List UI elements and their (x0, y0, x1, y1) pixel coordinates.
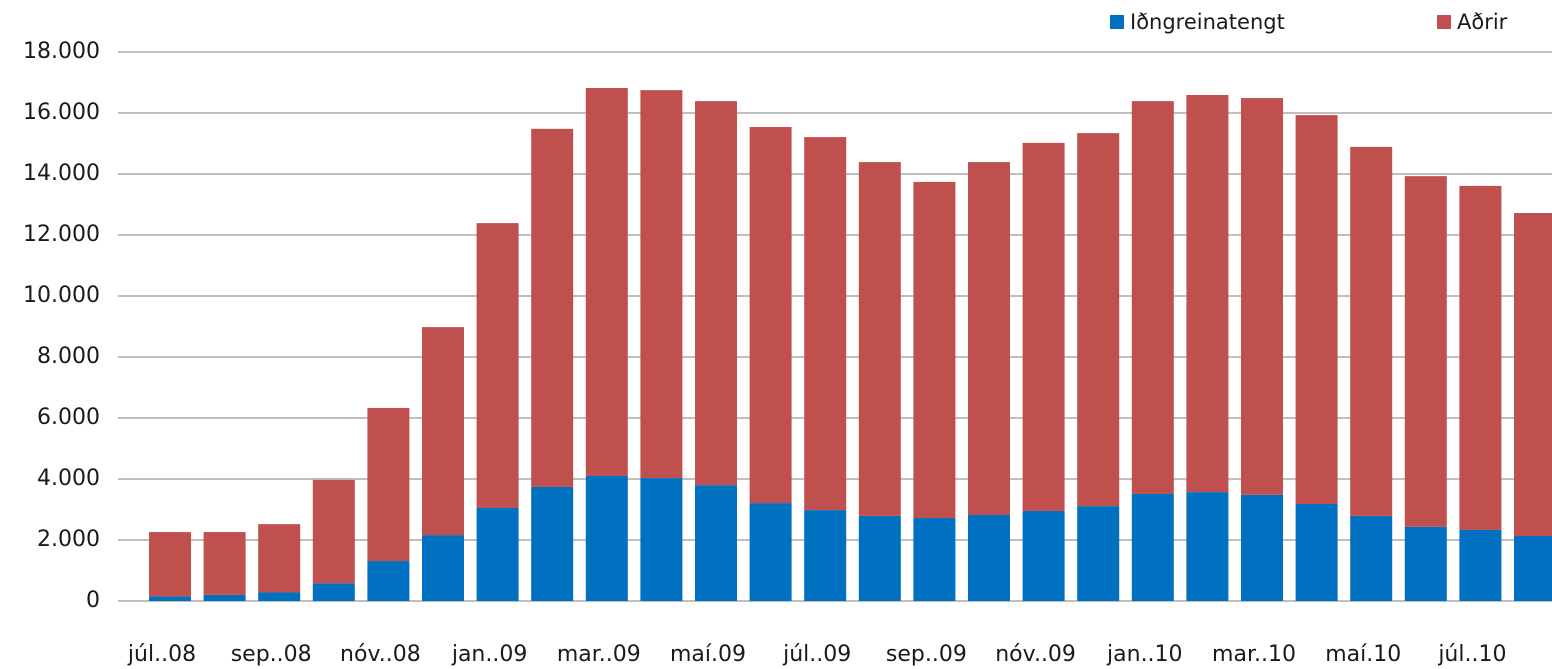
bar-segment (1350, 146, 1393, 516)
bar-segment (858, 515, 901, 601)
x-tick-label: júl..08 (127, 642, 196, 667)
bar-segment (1514, 536, 1552, 601)
y-tick-label: 12.000 (23, 222, 100, 247)
y-tick-label: 4.000 (37, 466, 100, 491)
y-tick-label: 0 (86, 588, 100, 613)
bar-segment (531, 486, 574, 601)
y-tick-label: 16.000 (23, 100, 100, 125)
x-tick-label: mar..10 (1212, 642, 1296, 667)
legend-swatch (1437, 15, 1451, 29)
x-tick-label: nóv..09 (995, 642, 1076, 667)
bar-segment (1295, 504, 1338, 601)
x-tick-label: mar..09 (557, 642, 641, 667)
x-tick-label: sep..08 (231, 642, 312, 667)
y-tick-label: 8.000 (37, 344, 100, 369)
bar-segment (258, 524, 301, 593)
x-tick-label: maí.10 (1325, 642, 1401, 667)
bar-segment (1241, 98, 1283, 495)
x-tick-label: sep..09 (886, 642, 967, 667)
y-tick-label: 14.000 (23, 161, 100, 186)
bar-segment (640, 90, 683, 479)
y-tick-label: 2.000 (37, 527, 100, 552)
bar-segment (367, 561, 410, 601)
bar-segment (1186, 95, 1229, 493)
bar-segment (695, 101, 737, 486)
legend-label: Iðngreinatengt (1130, 10, 1285, 34)
bar-segment (913, 181, 956, 519)
bar-segment (585, 475, 628, 601)
bar-segment (312, 583, 355, 601)
bar-segment (968, 162, 1010, 515)
bar-segment (1295, 115, 1338, 505)
bar-segment (367, 407, 410, 562)
bar-segment (422, 327, 464, 536)
bar-segment (1022, 142, 1065, 512)
bar-segment (1131, 493, 1174, 601)
bar-segment (531, 128, 574, 487)
bar-segment (1186, 492, 1229, 601)
bar-segment (1514, 213, 1552, 537)
bar-segment (312, 479, 355, 584)
legend-label: Aðrir (1457, 10, 1508, 34)
bar-segment (203, 594, 246, 601)
x-tick-label: jan..10 (1106, 642, 1183, 667)
bar-segment (749, 503, 792, 601)
bar-segment (585, 87, 628, 476)
y-tick-label: 18.000 (23, 39, 100, 64)
bar-segment (1459, 185, 1502, 530)
bar-segment (476, 507, 519, 601)
bar-segment (1077, 133, 1120, 507)
bar-segment (640, 478, 683, 601)
bar-segment (695, 485, 737, 601)
x-tick-label: júl..10 (1437, 642, 1506, 667)
bar-segment (804, 510, 847, 601)
bar-segment (1350, 515, 1393, 601)
bar-segment (1077, 506, 1120, 601)
legend-swatch (1110, 15, 1124, 29)
bar-segment (858, 162, 901, 516)
bar-segment (149, 596, 191, 601)
bar-segment (1131, 101, 1174, 494)
bar-segment (913, 518, 956, 601)
x-tick-label: nóv..08 (340, 642, 421, 667)
bar-segment (1022, 511, 1065, 601)
bar-segment (1241, 494, 1283, 601)
bar-segment (749, 127, 792, 504)
y-tick-label: 10.000 (23, 283, 100, 308)
bar-segment (149, 532, 191, 597)
y-tick-label: 6.000 (37, 405, 100, 430)
x-tick-label: maí.09 (670, 642, 746, 667)
bar-segment (1404, 526, 1447, 601)
x-tick-label: júl..09 (782, 642, 851, 667)
bar-segment (258, 592, 301, 601)
bar-segment (804, 137, 847, 511)
bar-segment (203, 532, 246, 595)
bar-segment (968, 514, 1010, 601)
bar-segment (1459, 529, 1502, 601)
bar-segment (422, 535, 464, 601)
bar-segment (1404, 176, 1447, 527)
x-tick-label: jan..09 (451, 642, 528, 667)
bar-segment (476, 223, 519, 508)
